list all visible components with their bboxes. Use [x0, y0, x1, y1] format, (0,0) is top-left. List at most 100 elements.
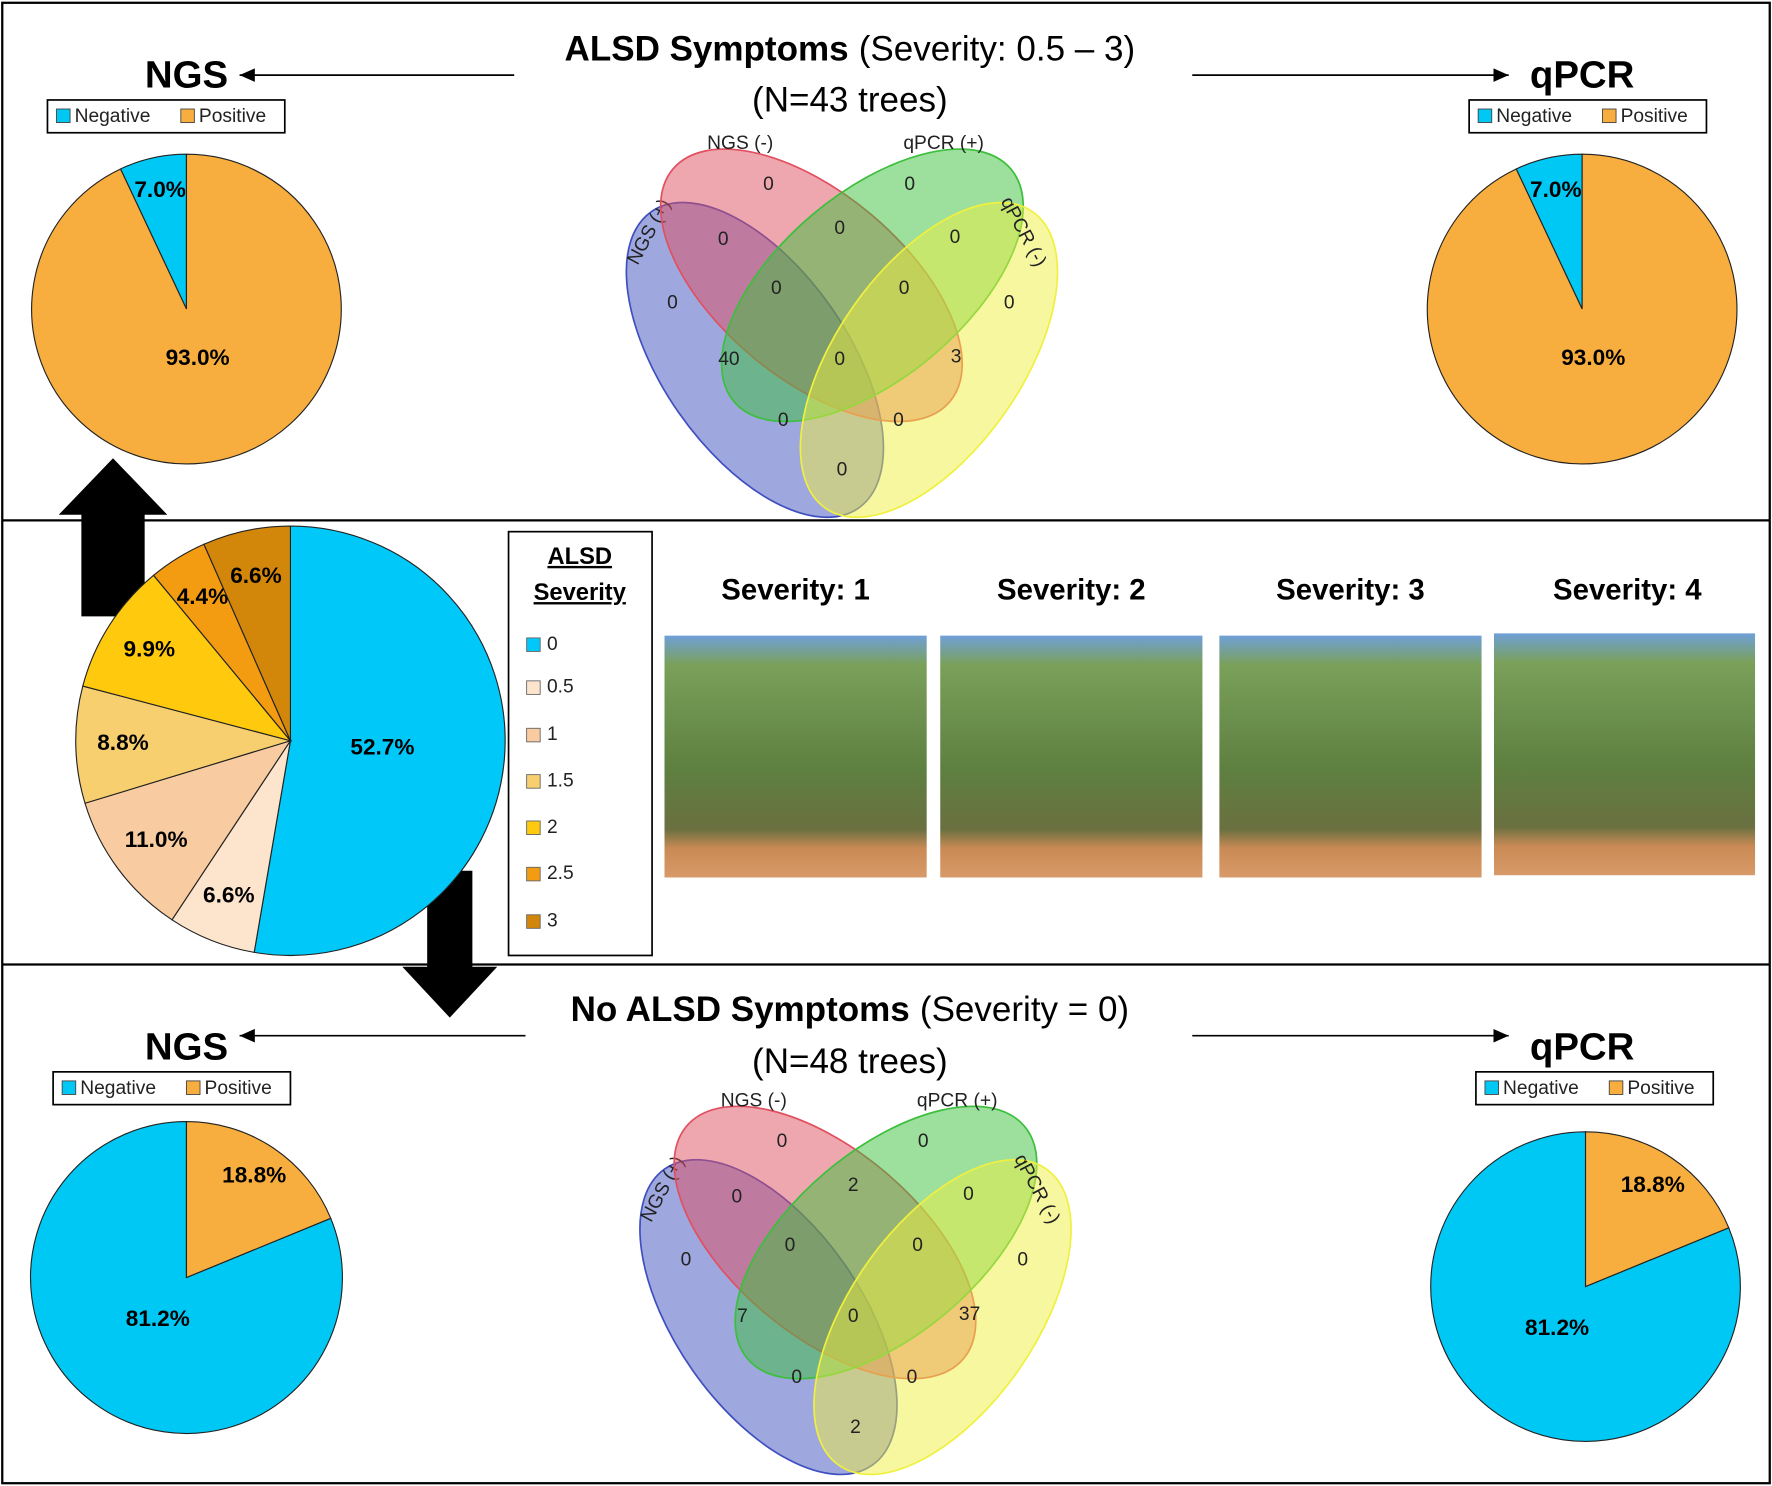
- photo: [1493, 633, 1756, 876]
- legend-swatch: [526, 680, 541, 695]
- legend-swatch: [526, 774, 541, 789]
- photo-label: Severity: 4: [1553, 573, 1702, 606]
- region-count: 0: [834, 349, 845, 370]
- region-count: 0: [667, 292, 678, 313]
- value-label: 52.7%: [350, 735, 414, 760]
- region-count: 3: [951, 347, 962, 368]
- venn-subtitle: (N=43 trees): [752, 80, 948, 119]
- legend-label: 2: [547, 817, 558, 838]
- value-label: 18.8%: [1621, 1172, 1685, 1197]
- region-count: 0: [893, 410, 904, 431]
- set-label: qPCR (+): [903, 133, 984, 154]
- legend-box: [507, 530, 653, 957]
- region-count: 0: [904, 174, 915, 195]
- legend-swatch: [61, 1080, 77, 1095]
- pie-slice: [203, 525, 292, 741]
- legend-box: [52, 1071, 292, 1106]
- pie-slice: [253, 525, 506, 957]
- legend-swatch: [526, 866, 541, 882]
- legend-label: Positive: [199, 106, 266, 127]
- photo: [1219, 635, 1482, 878]
- value-label: 11.0%: [125, 827, 188, 852]
- value-label: 7.0%: [134, 177, 186, 202]
- region-count: 0: [963, 1184, 974, 1205]
- region-count: 0: [834, 218, 845, 239]
- venn-title: No ALSD Symptoms (Severity = 0): [571, 990, 1130, 1029]
- pie-slice: [1584, 1131, 1730, 1288]
- legend-label: 1: [547, 724, 558, 745]
- region-count: 0: [899, 278, 910, 299]
- legend-label: 0: [547, 634, 558, 655]
- legend-label: 0.5: [547, 677, 574, 698]
- legend-label: Negative: [75, 106, 151, 127]
- region-count: 0: [681, 1250, 692, 1271]
- legend-swatch: [526, 914, 541, 929]
- chart-title: qPCR: [1530, 1025, 1635, 1068]
- legend-swatch: [526, 637, 541, 652]
- title-main: No ALSD Symptoms: [571, 990, 910, 1029]
- region-count: 37: [959, 1304, 980, 1325]
- legend-swatch: [1602, 108, 1617, 124]
- legend-swatch: [1477, 108, 1493, 124]
- photo-label: Severity: 2: [997, 573, 1146, 606]
- region-count: 0: [912, 1235, 923, 1256]
- value-label: 4.4%: [177, 584, 229, 609]
- value-label: 81.2%: [1525, 1315, 1589, 1340]
- legend-box: [1468, 99, 1708, 134]
- region-count: 0: [1004, 292, 1015, 313]
- region-count: 40: [718, 349, 739, 370]
- region-count: 0: [791, 1367, 802, 1388]
- venn-set: [799, 201, 1059, 519]
- region-count: 0: [785, 1235, 796, 1256]
- legend-label: 2.5: [547, 863, 574, 884]
- legend-label: Positive: [205, 1078, 272, 1099]
- chart-title: NGS: [145, 54, 228, 97]
- chart-title: qPCR: [1530, 54, 1635, 97]
- venn-title: ALSD Symptoms (Severity: 0.5 – 3): [565, 30, 1136, 69]
- region-count: 0: [907, 1367, 918, 1388]
- region-count: 2: [848, 1175, 859, 1196]
- value-label: 6.6%: [203, 882, 255, 907]
- region-count: 0: [777, 1131, 788, 1152]
- arrow-up: [58, 458, 168, 617]
- region-count: 0: [731, 1186, 742, 1207]
- legend-title: Severity: [534, 580, 627, 606]
- pie-slice: [75, 685, 293, 804]
- legend-label: Positive: [1627, 1078, 1694, 1099]
- legend-swatch: [1608, 1080, 1624, 1095]
- legend-swatch: [526, 727, 541, 743]
- value-label: 81.2%: [126, 1306, 190, 1331]
- legend-swatch: [1484, 1080, 1499, 1095]
- legend-label: Negative: [1496, 106, 1572, 127]
- legend-swatch: [56, 108, 71, 124]
- value-label: 6.6%: [230, 563, 282, 588]
- value-label: 93.0%: [1561, 345, 1625, 370]
- region-count: 0: [918, 1131, 929, 1152]
- value-label: 93.0%: [166, 345, 230, 370]
- legend-label: Negative: [1503, 1078, 1579, 1099]
- pie-slice: [1430, 1131, 1741, 1442]
- region-count: 0: [763, 174, 774, 195]
- pie-slice: [82, 574, 292, 742]
- photo: [940, 635, 1203, 878]
- legend-title: ALSD: [547, 544, 612, 570]
- region-count: 0: [1017, 1250, 1028, 1271]
- legend-swatch: [526, 820, 541, 835]
- arrow-down: [402, 870, 498, 1018]
- legend-box: [1475, 1071, 1715, 1106]
- region-count: 7: [737, 1306, 748, 1327]
- set-label: NGS (-): [707, 133, 773, 154]
- legend-label: 3: [547, 911, 558, 932]
- pie-slice: [84, 739, 292, 921]
- legend-label: Negative: [80, 1078, 156, 1099]
- photo: [664, 635, 927, 878]
- pie-slice: [185, 1121, 332, 1279]
- pie-slice: [29, 1121, 343, 1434]
- region-count: 0: [718, 229, 729, 250]
- title-main: ALSD Symptoms: [565, 30, 849, 69]
- chart-title: NGS: [145, 1025, 228, 1068]
